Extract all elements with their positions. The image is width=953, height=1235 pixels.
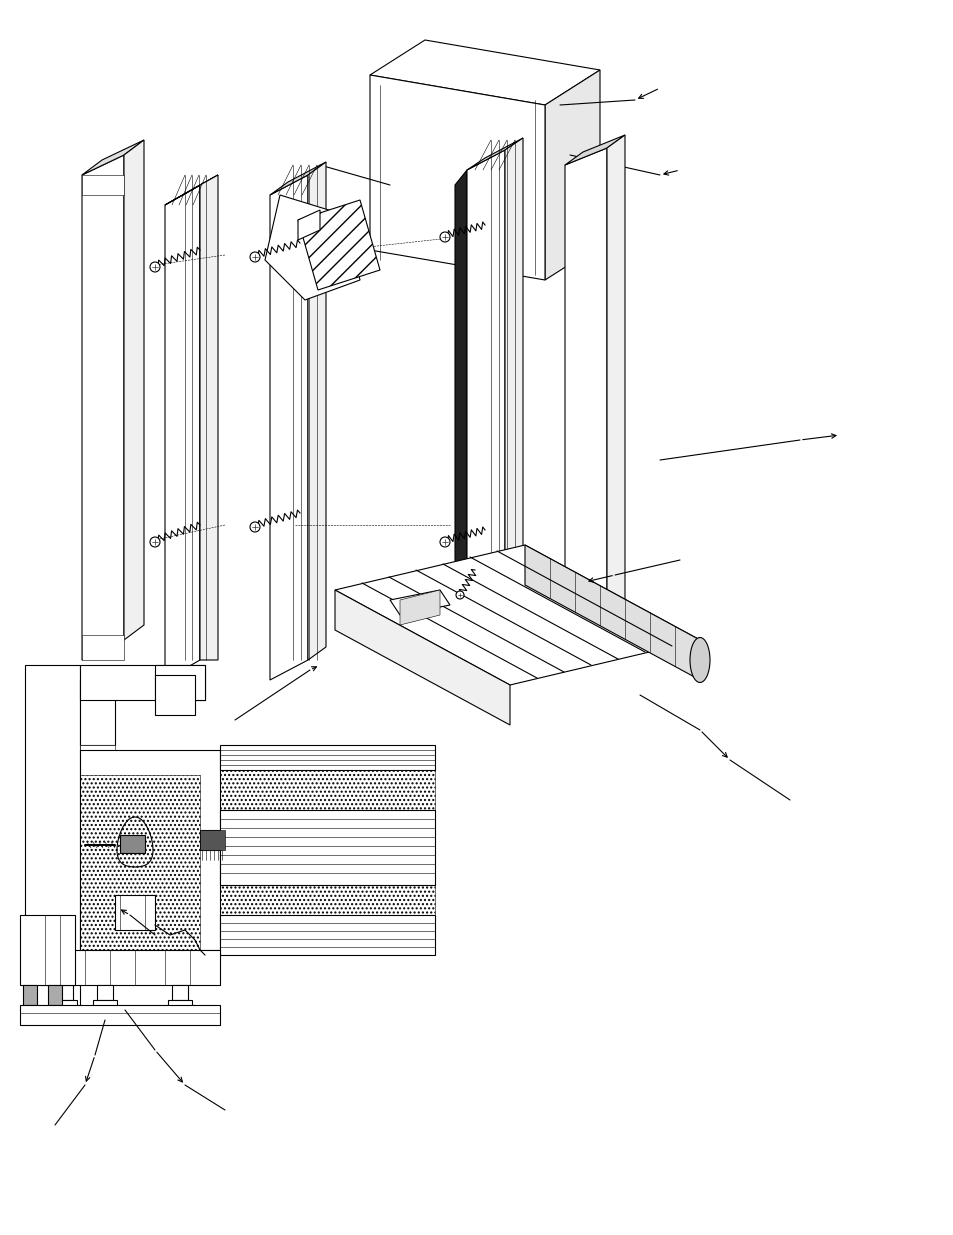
Circle shape <box>250 252 260 262</box>
Polygon shape <box>265 195 359 300</box>
Polygon shape <box>165 185 200 680</box>
Polygon shape <box>200 175 218 659</box>
Polygon shape <box>168 1000 192 1010</box>
Polygon shape <box>154 676 194 715</box>
Polygon shape <box>172 986 188 1000</box>
Polygon shape <box>308 162 326 659</box>
Polygon shape <box>23 986 37 1005</box>
Polygon shape <box>20 1005 220 1025</box>
Polygon shape <box>370 40 599 105</box>
Polygon shape <box>335 590 510 725</box>
Polygon shape <box>40 950 220 986</box>
Polygon shape <box>335 545 700 685</box>
Polygon shape <box>455 170 467 630</box>
Polygon shape <box>80 745 115 764</box>
Polygon shape <box>80 664 205 700</box>
Circle shape <box>439 232 450 242</box>
Ellipse shape <box>689 637 709 683</box>
Polygon shape <box>115 895 154 930</box>
Polygon shape <box>82 156 124 659</box>
Polygon shape <box>370 75 544 280</box>
Polygon shape <box>97 986 112 1000</box>
Polygon shape <box>82 140 144 175</box>
Polygon shape <box>564 135 624 165</box>
Polygon shape <box>504 138 522 615</box>
Polygon shape <box>270 175 308 680</box>
Polygon shape <box>165 175 218 205</box>
Polygon shape <box>564 148 606 629</box>
Polygon shape <box>524 545 700 680</box>
Polygon shape <box>57 986 73 1000</box>
Polygon shape <box>467 149 504 630</box>
Polygon shape <box>25 664 80 1020</box>
Polygon shape <box>154 664 205 700</box>
Polygon shape <box>399 590 439 625</box>
Polygon shape <box>48 986 62 1005</box>
Circle shape <box>150 262 160 272</box>
Polygon shape <box>606 135 624 610</box>
Circle shape <box>439 537 450 547</box>
Polygon shape <box>200 830 225 850</box>
Polygon shape <box>53 1000 77 1010</box>
Polygon shape <box>92 1000 117 1010</box>
Polygon shape <box>80 680 115 745</box>
Polygon shape <box>544 70 599 280</box>
Polygon shape <box>82 635 124 659</box>
Polygon shape <box>220 745 435 769</box>
Polygon shape <box>82 175 124 195</box>
Circle shape <box>456 592 463 599</box>
Polygon shape <box>20 915 75 986</box>
Polygon shape <box>220 915 435 955</box>
Polygon shape <box>297 200 379 290</box>
Circle shape <box>150 537 160 547</box>
Polygon shape <box>467 138 522 170</box>
Polygon shape <box>124 140 144 640</box>
Polygon shape <box>220 810 435 885</box>
Polygon shape <box>80 750 220 950</box>
Polygon shape <box>297 210 319 240</box>
Polygon shape <box>120 835 145 853</box>
Polygon shape <box>270 162 326 195</box>
Polygon shape <box>390 590 450 615</box>
Circle shape <box>250 522 260 532</box>
